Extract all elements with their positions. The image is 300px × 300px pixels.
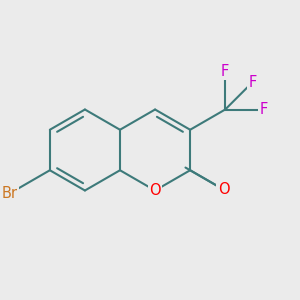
Text: F: F xyxy=(248,75,256,90)
Text: Br: Br xyxy=(2,186,17,201)
Text: F: F xyxy=(221,64,229,79)
Text: O: O xyxy=(149,183,161,198)
Text: F: F xyxy=(260,102,268,117)
Text: O: O xyxy=(218,182,229,197)
